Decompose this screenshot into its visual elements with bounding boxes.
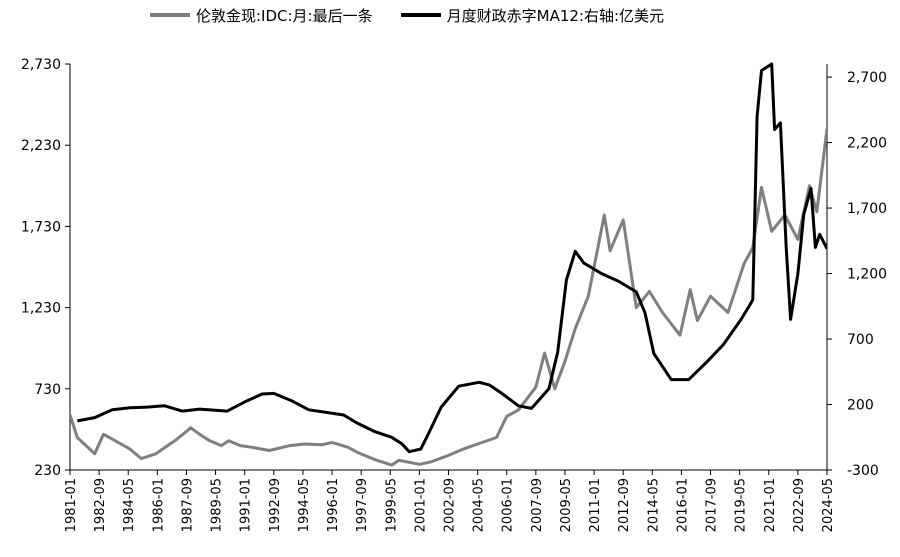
y-left-tick-label: 1,230 bbox=[21, 301, 61, 317]
y-left-tick-label: 1,730 bbox=[21, 219, 61, 235]
x-tick-label: 2001-01 bbox=[413, 478, 428, 532]
x-tick-label: 2006-01 bbox=[501, 478, 516, 532]
y-right-tick-label: 200 bbox=[847, 398, 874, 414]
x-tick-label: 2011-01 bbox=[588, 478, 603, 532]
x-tick-label: 1991-01 bbox=[239, 478, 254, 532]
y-left-tick-label: 2,230 bbox=[21, 138, 61, 154]
x-tick-label: 2021-01 bbox=[763, 478, 778, 532]
x-tick-label: 1989-05 bbox=[210, 478, 225, 532]
x-tick-label: 2007-09 bbox=[530, 478, 545, 532]
y-right-tick-label: -300 bbox=[847, 463, 879, 479]
x-tick-label: 2024-05 bbox=[821, 478, 836, 532]
x-tick-label: 2004-05 bbox=[472, 478, 487, 532]
x-tick-label: 2002-09 bbox=[443, 478, 458, 532]
x-tick-label: 1994-05 bbox=[297, 478, 312, 532]
y-right-tick-label: 2,200 bbox=[847, 136, 887, 152]
y-left-tick-label: 230 bbox=[34, 463, 61, 479]
x-tick-label: 1986-01 bbox=[151, 478, 166, 532]
x-tick-label: 2016-01 bbox=[675, 478, 690, 532]
x-tick-label: 1982-09 bbox=[93, 478, 108, 532]
x-tick-label: 2017-09 bbox=[705, 478, 720, 532]
x-tick-label: 1996-01 bbox=[326, 478, 341, 532]
x-tick-label: 1999-05 bbox=[384, 478, 399, 532]
legend-swatch-deficit bbox=[400, 13, 441, 17]
y-right-tick-label: 1,200 bbox=[847, 267, 887, 283]
series-line-deficit bbox=[77, 62, 827, 454]
x-tick-label: 1981-01 bbox=[64, 478, 79, 532]
x-tick-label: 1992-09 bbox=[268, 478, 283, 532]
y-right-tick-label: 700 bbox=[847, 332, 874, 348]
x-tick-label: 1984-05 bbox=[122, 478, 137, 532]
legend-item-deficit: 月度财政赤字MA12:右轴:亿美元 bbox=[400, 5, 665, 26]
x-tick-label: 2012-09 bbox=[617, 478, 632, 532]
legend-item-gold: 伦敦金现:IDC:月:最后一条 bbox=[150, 5, 373, 26]
series-line-gold bbox=[70, 128, 827, 467]
y-left-tick-label: 2,730 bbox=[21, 57, 61, 73]
y-right-tick-label: 1,700 bbox=[847, 201, 887, 217]
x-tick-label: 2022-09 bbox=[792, 478, 807, 532]
legend-label-gold: 伦敦金现:IDC:月:最后一条 bbox=[196, 6, 373, 25]
x-tick-label: 2019-05 bbox=[734, 478, 749, 532]
x-tick-label: 2014-05 bbox=[646, 478, 661, 532]
x-tick-label: 2009-05 bbox=[559, 478, 574, 532]
legend-label-deficit: 月度财政赤字MA12:右轴:亿美元 bbox=[446, 6, 665, 25]
x-tick-label: 1997-09 bbox=[355, 478, 370, 532]
y-right-tick-label: 2,700 bbox=[847, 70, 887, 86]
x-tick-label: 1987-09 bbox=[180, 478, 195, 532]
legend-swatch-gold bbox=[150, 13, 190, 17]
y-left-tick-label: 730 bbox=[34, 382, 61, 398]
legend: 伦敦金现:IDC:月:最后一条 月度财政赤字MA12:右轴:亿美元 bbox=[150, 4, 692, 26]
